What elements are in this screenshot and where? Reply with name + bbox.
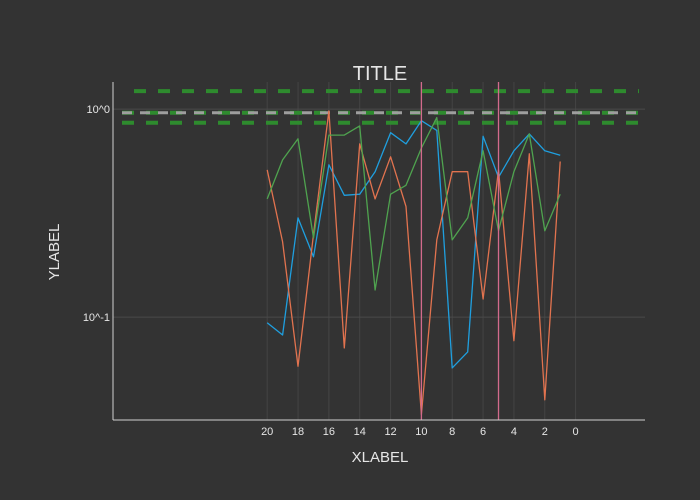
hline-layer: [122, 89, 639, 125]
x-tick-label: 20: [261, 426, 273, 438]
vline-layer: [420, 82, 500, 420]
tick-layer: 20 18 16 14 12 10 8 6 4 2 010^-110^0: [83, 104, 579, 438]
x-axis-label: XLABEL: [352, 449, 409, 466]
y-tick-label: 10^-1: [83, 312, 110, 324]
y-tick-label: 10^0: [86, 104, 110, 116]
series-layer: [266, 110, 561, 416]
series-line-2: [266, 110, 561, 416]
x-tick-label: 8: [449, 426, 455, 438]
series-line-3: [266, 116, 561, 291]
x-tick-label: 16: [323, 426, 335, 438]
x-tick-label: 12: [384, 426, 396, 438]
x-tick-label: 18: [292, 426, 304, 438]
x-tick-label: 6: [480, 426, 486, 438]
x-tick-label: 14: [354, 426, 366, 438]
chart-title: TITLE: [353, 63, 407, 85]
x-tick-label: 2: [542, 426, 548, 438]
y-axis-label: YLABEL: [46, 224, 63, 281]
x-tick-label: 4: [511, 426, 517, 438]
series-line-1: [266, 120, 561, 369]
axis-layer: [112, 82, 645, 421]
x-tick-label: 0: [573, 426, 579, 438]
x-tick-label: 10: [415, 426, 427, 438]
